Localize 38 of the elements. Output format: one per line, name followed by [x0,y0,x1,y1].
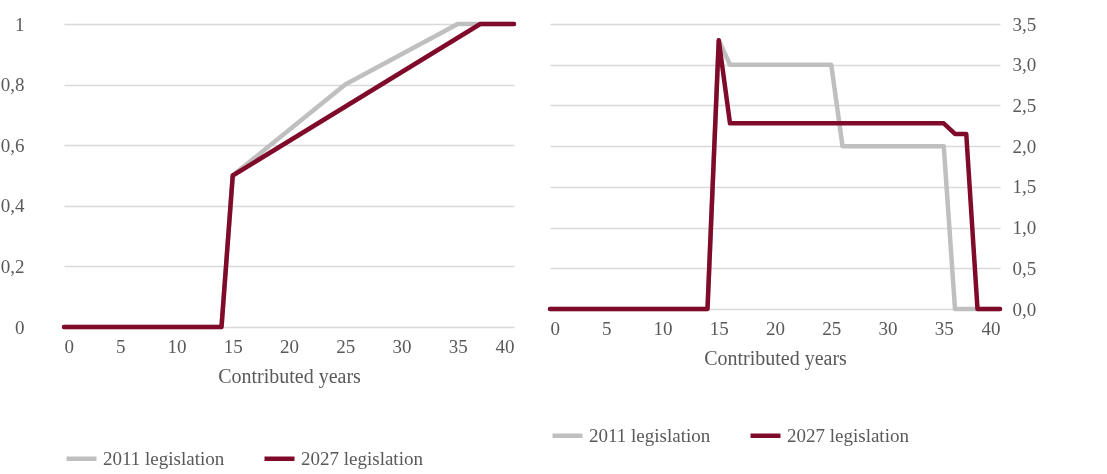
x-axis-title: Contributed years [704,346,848,370]
x-tick-label: 10 [653,317,673,339]
y2-tick-label: 1,0 [1012,217,1037,239]
x-tick-label: 30 [392,335,412,357]
x-tick-label: 20 [766,317,785,339]
x-tick-label: 5 [116,335,126,357]
y2-tick-label: 3,0 [1012,54,1037,76]
y-tick-label: 0,2 [0,255,25,277]
x-tick-label: 15 [223,335,243,357]
y-tick-label: 0,8 [0,74,25,96]
y2-tick-label: 1,5 [1012,176,1037,198]
y2-tick-label: 3,5 [1012,13,1037,35]
y-tick-label: 0,4 [0,195,25,217]
x-tick-label: 35 [448,335,468,357]
x-tick-label: 25 [336,335,356,357]
y2-tick-label: 2,0 [1012,135,1037,157]
y2-tick-label: 0,0 [1012,298,1037,320]
legend-label: 2011 legislation [103,447,225,469]
x-tick-label: 40 [981,317,1001,339]
legend-label: 2027 legislation [787,424,910,446]
x-tick-label: 20 [280,335,299,357]
x-tick-label: 40 [495,335,515,357]
legend-label: 2011 legislation [589,424,711,446]
x-tick-label: 10 [167,335,187,357]
legend-label: 2027 legislation [301,447,424,469]
y-tick-label: 1 [15,13,25,35]
x-tick-label: 25 [822,317,842,339]
x-axis-title: Contributed years [218,364,362,388]
x-tick-label: 5 [602,317,612,339]
x-tick-label: 35 [934,317,954,339]
x-tick-label: 15 [709,317,729,339]
x-tick-label: 0 [64,335,74,357]
y-tick-label: 0,6 [0,134,25,156]
line-series [547,38,1003,312]
y2-tick-label: 0,5 [1012,257,1037,279]
x-tick-label: 0 [550,317,560,339]
x-tick-label: 30 [878,317,898,339]
y2-tick-label: 2,5 [1012,94,1037,116]
